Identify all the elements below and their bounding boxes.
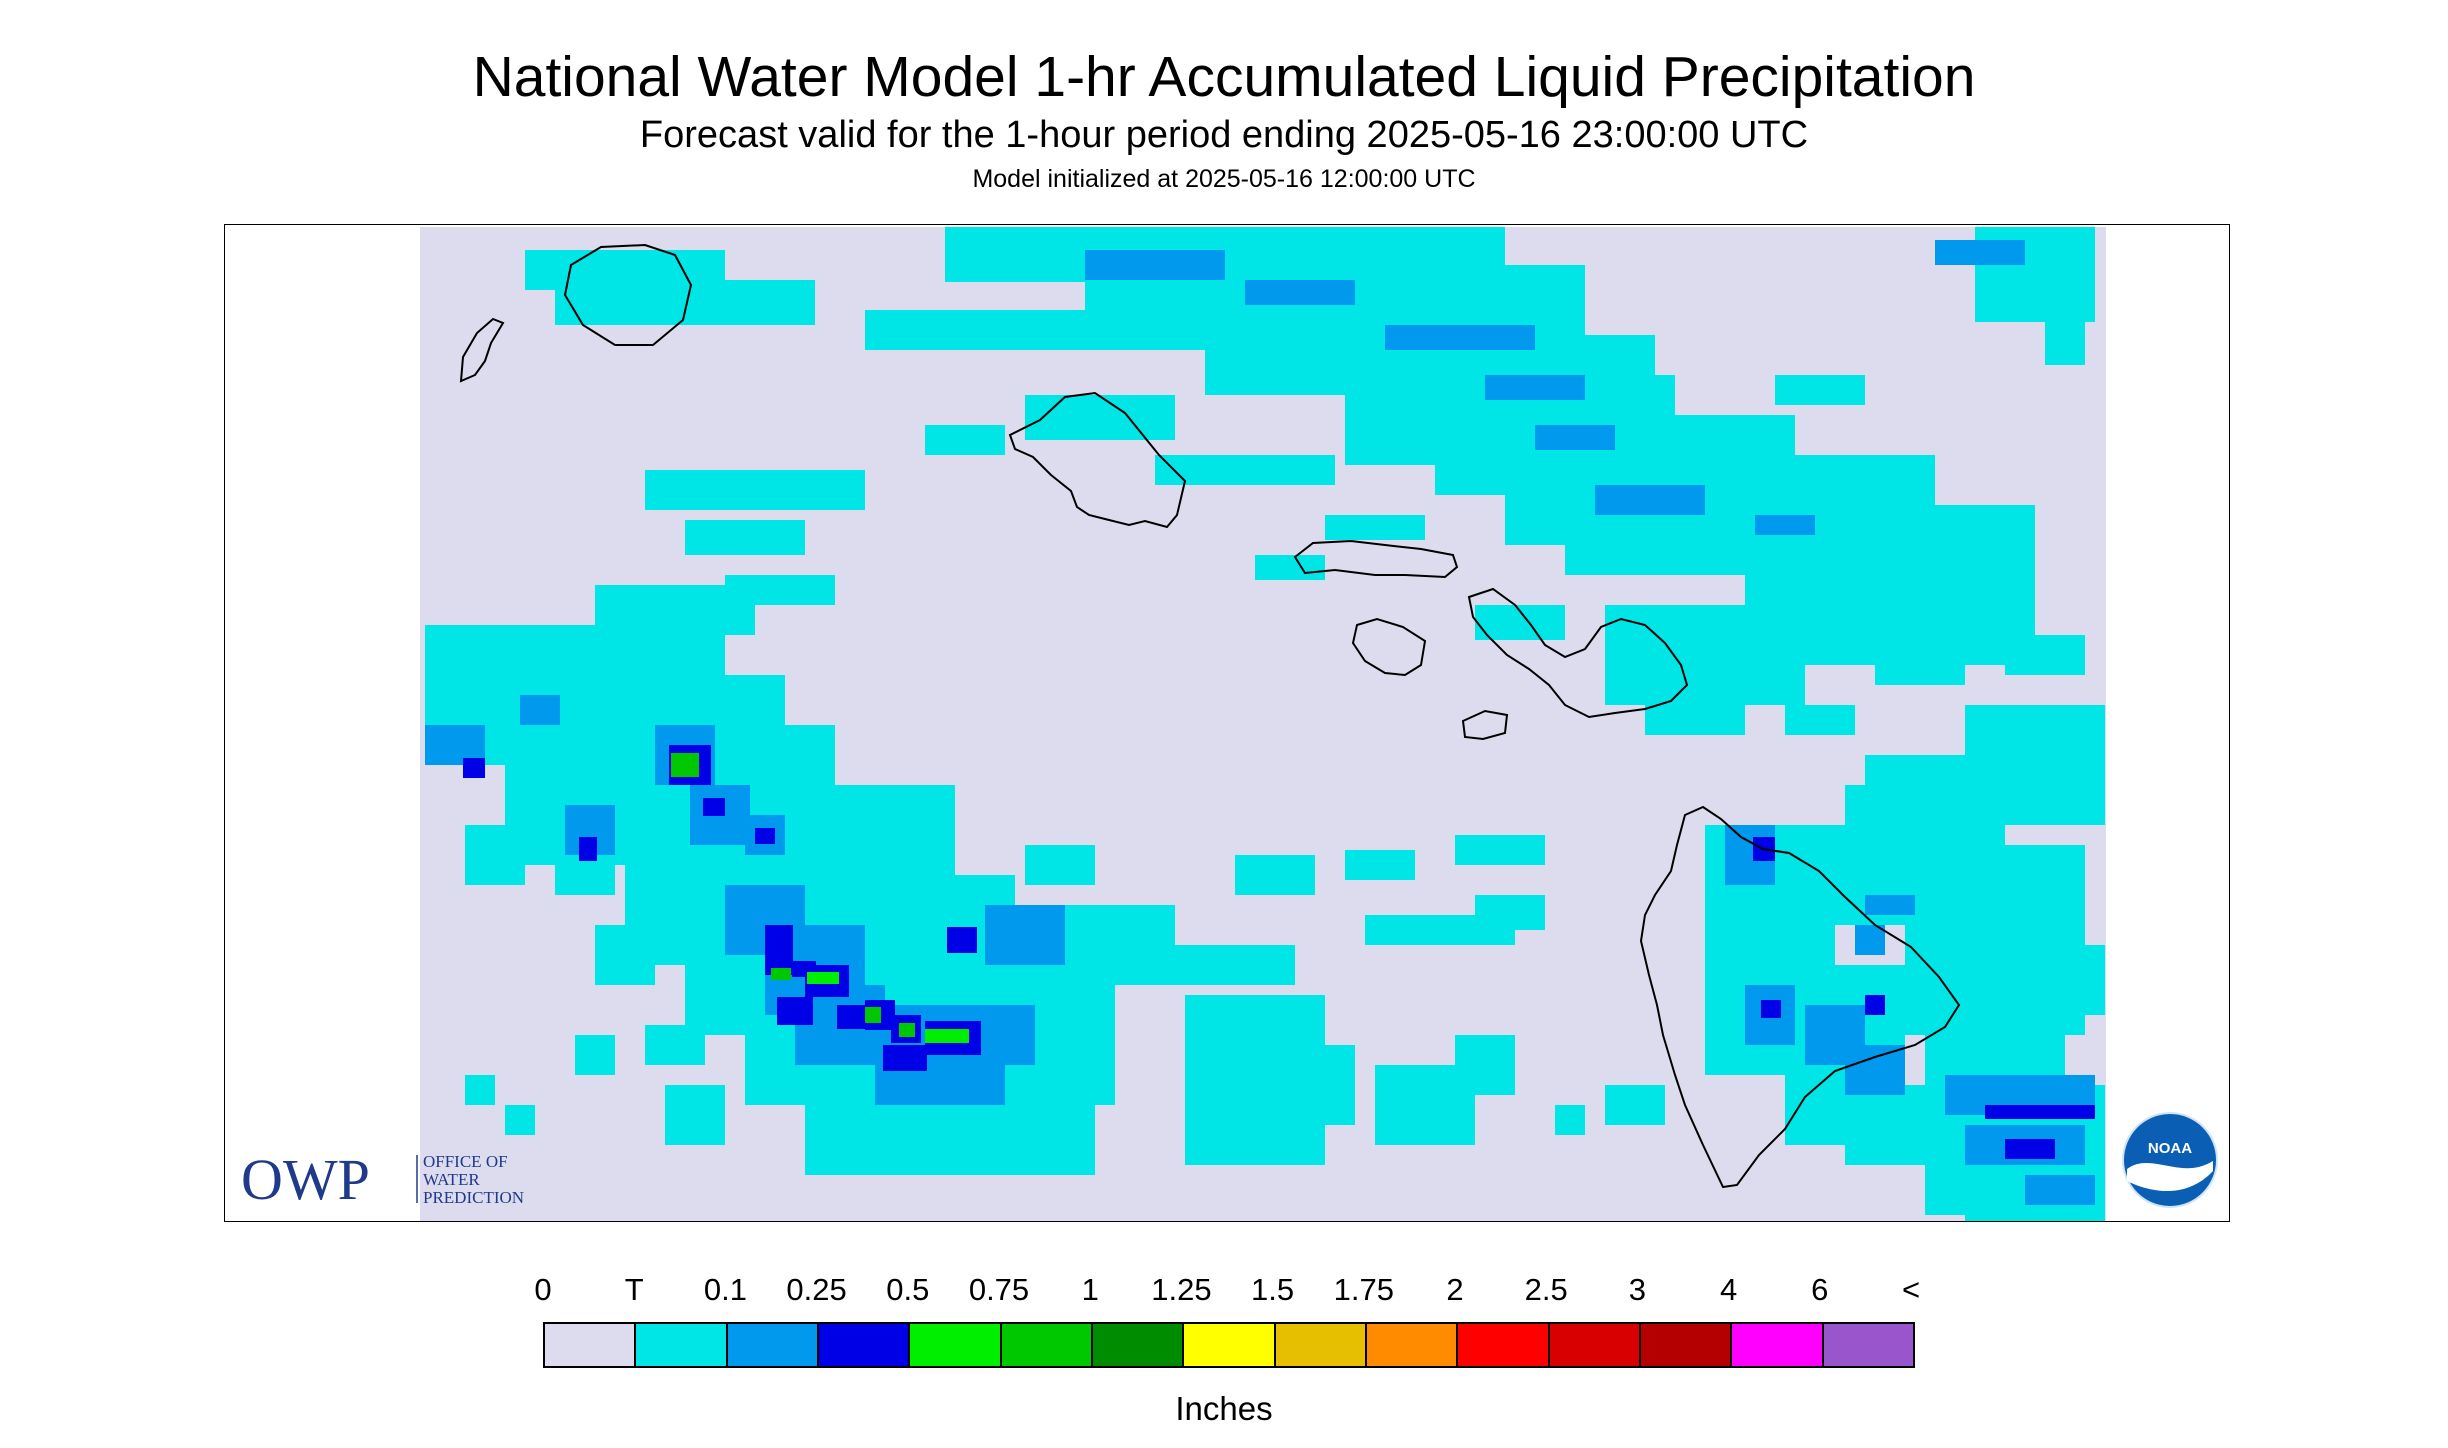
- legend-label: 1.5: [1251, 1272, 1295, 1307]
- legend-swatch: [1001, 1324, 1093, 1366]
- molokai-outline: [1293, 539, 1459, 579]
- legend-swatch: [636, 1324, 728, 1366]
- legend-label: 0: [534, 1272, 552, 1307]
- forecast-valid-subtitle: Forecast valid for the 1-hour period end…: [639, 114, 1809, 156]
- lanai-outline: [1351, 617, 1427, 677]
- precipitation-map: OWP OFFICE OF WATER PREDICTION NOAA: [224, 224, 2230, 1222]
- legend-label: 1.75: [1333, 1272, 1394, 1307]
- map-svg: [420, 227, 2106, 1221]
- noaa-logo-text: NOAA: [2148, 1140, 2192, 1157]
- legend-swatch: [1366, 1324, 1459, 1366]
- legend-label: 0.1: [703, 1272, 747, 1307]
- legend-swatch: [1640, 1324, 1733, 1366]
- legend-label: 0.25: [786, 1272, 847, 1307]
- model-init-line: Model initialized at 2025-05-16 12:00:00…: [972, 165, 1476, 193]
- noaa-logo: NOAA: [2121, 1111, 2219, 1209]
- legend-swatch: [1184, 1324, 1276, 1366]
- maui-outline: [1467, 587, 1689, 719]
- legend-swatch: [1549, 1324, 1641, 1366]
- kahoolawe-outline: [1461, 709, 1509, 741]
- niihau-outline: [459, 317, 505, 383]
- big-island-outline: [1639, 805, 1961, 1189]
- legend-label: 1.25: [1151, 1272, 1212, 1307]
- owp-logo-line1: OFFICE OF: [423, 1152, 508, 1171]
- legend-tick-labels: 0 T 0.1 0.25 0.5 0.75 1 1.25 1.5 1.75 2 2.5 3 4 6 <: [497, 1270, 1972, 1310]
- owp-logo-line2: WATER: [423, 1170, 480, 1189]
- legend-label: 1: [1081, 1272, 1099, 1307]
- oahu-outline: [1008, 391, 1187, 529]
- legend-swatch: [818, 1324, 911, 1366]
- legend-swatch: [727, 1324, 819, 1366]
- precip-dark-blue-areas: [463, 745, 2095, 1159]
- legend-label: 3: [1628, 1272, 1647, 1307]
- legend-label: 2: [1446, 1272, 1464, 1307]
- legend-label: 0.5: [886, 1272, 930, 1307]
- legend-swatch: [910, 1324, 1002, 1366]
- legend-label: <: [1901, 1272, 1921, 1307]
- owp-logo-line3: PREDICTION: [423, 1188, 524, 1207]
- legend-swatch: [1458, 1324, 1550, 1366]
- owp-logo-mark: OWP: [241, 1147, 370, 1207]
- legend-color-bar: [543, 1322, 1915, 1368]
- owp-logo: OWP OFFICE OF WATER PREDICTION: [241, 1147, 571, 1207]
- legend-swatch: [1732, 1324, 1824, 1366]
- legend-label: 4: [1719, 1272, 1738, 1307]
- legend-swatch: [1823, 1324, 1913, 1366]
- legend-units: Inches: [1175, 1390, 1273, 1427]
- legend-label: 0.75: [968, 1272, 1030, 1307]
- legend-label: 2.5: [1524, 1272, 1568, 1307]
- legend-swatch: [1092, 1324, 1185, 1366]
- legend-swatch: [1275, 1324, 1367, 1366]
- legend-swatch: [545, 1324, 637, 1366]
- precip-green-cores: [671, 753, 969, 1043]
- legend-label: T: [624, 1272, 644, 1307]
- legend-label: 6: [1811, 1272, 1829, 1307]
- kauai-outline: [563, 243, 693, 346]
- map-title: National Water Model 1-hr Accumulated Li…: [472, 45, 1976, 109]
- island-coastlines: [459, 243, 1961, 1189]
